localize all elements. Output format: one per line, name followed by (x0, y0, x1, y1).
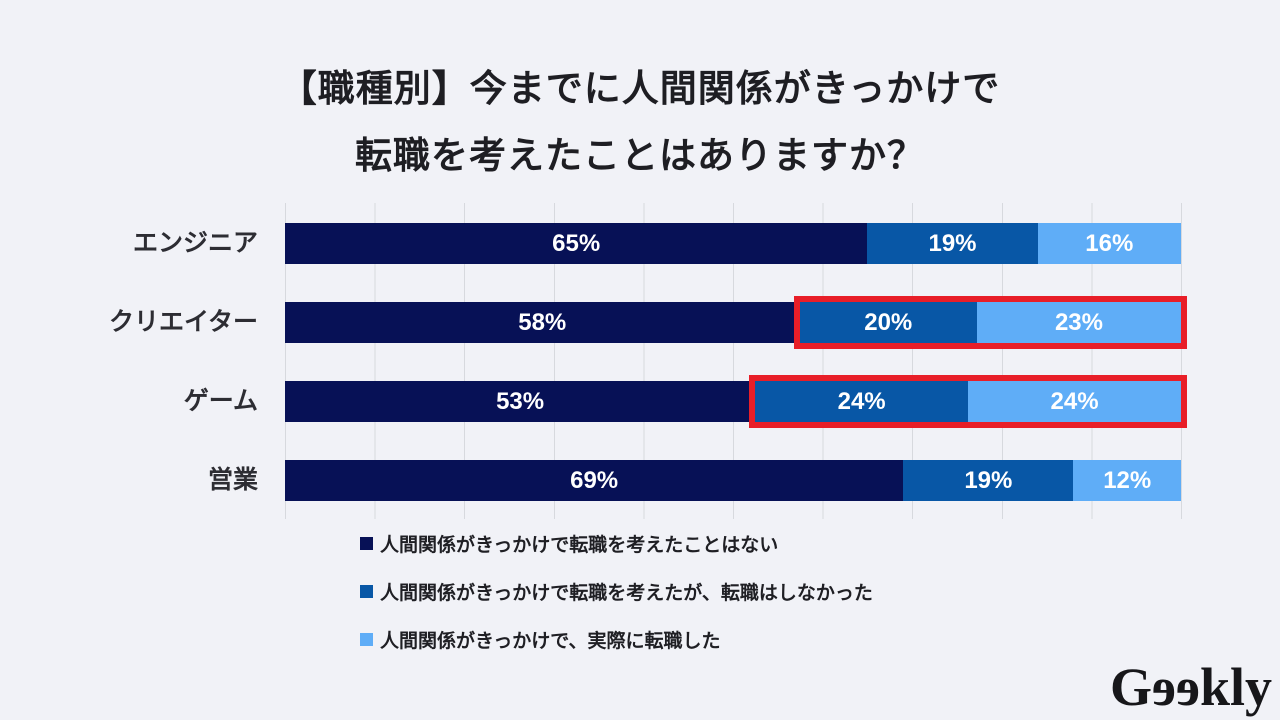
chart-title: 【職種別】今までに人間関係がきっかけで 転職を考えたことはありますか？ (0, 55, 1280, 189)
category-label: クリエイター (108, 308, 258, 336)
bar-row: ゲーム 53% 24% 24% (0, 375, 1187, 428)
chart-rows: エンジニア 65% 19% 16% クリエイター 58% 20% 23% ゲーム 53% 24% 24… (0, 203, 1187, 519)
category-label: ゲーム (183, 387, 258, 415)
bar-track: 65% 19% 16% (285, 223, 1181, 264)
bar-row: 営業 69% 19% 12% (0, 460, 1181, 501)
legend-label: 人間関係がきっかけで、実際に転職した (380, 631, 721, 652)
segment-value-label: 58% (518, 308, 567, 336)
segment-value-label: 19% (928, 229, 977, 257)
legend-item: 人間関係がきっかけで、実際に転職した (360, 627, 873, 652)
segment-value-label: 23% (1054, 308, 1103, 336)
bar-chart: エンジニア 65% 19% 16% クリエイター 58% 20% 23% ゲーム 53% 24% 24… (0, 203, 1187, 519)
bar-segment: 16% (1037, 223, 1181, 264)
segment-value-label: 20% (864, 308, 913, 336)
bar-segment: 20% (799, 302, 977, 343)
logo-letter-g: G (1110, 657, 1153, 717)
segment-value-label: 24% (1050, 387, 1099, 415)
segment-value-label: 16% (1085, 229, 1134, 257)
bar-segment: 58% (285, 302, 800, 343)
category-label: 営業 (207, 466, 258, 494)
segment-value-label: 65% (552, 229, 601, 257)
bar-segment: 24% (968, 381, 1181, 422)
chart-title-line1: 【職種別】今までに人間関係がきっかけで (279, 68, 1001, 109)
logo-letter-e-mirrored: e (1175, 657, 1200, 717)
legend-item: 人間関係がきっかけで転職を考えたが、転職はしなかった (360, 579, 873, 604)
bar-segment: 53% (285, 381, 756, 422)
legend-swatch (360, 585, 373, 598)
legend-label: 人間関係がきっかけで転職を考えたが、転職はしなかった (380, 583, 873, 604)
segment-value-label: 24% (837, 387, 886, 415)
bar-segment: 12% (1073, 460, 1181, 501)
bar-track: 58% 20% 23% (285, 296, 1187, 349)
category-label: エンジニア (132, 229, 258, 257)
bar-segment: 23% (976, 302, 1181, 343)
logo-letter-e-mirrored: e (1152, 657, 1176, 717)
segment-value-label: 19% (964, 466, 1013, 494)
logo-letters-kly: kly (1199, 657, 1272, 717)
segment-value-label: 53% (496, 387, 545, 415)
bar-segment: 19% (867, 223, 1038, 264)
segment-value-label: 69% (570, 466, 619, 494)
bar-track: 53% 24% 24% (285, 375, 1187, 428)
legend: 人間関係がきっかけで転職を考えたことはない人間関係がきっかけで転職を考えたが、転… (360, 531, 873, 675)
legend-label: 人間関係がきっかけで転職を考えたことはない (380, 535, 779, 556)
bar-row: エンジニア 65% 19% 16% (0, 223, 1181, 264)
bar-segment: 24% (755, 381, 969, 422)
bar-segment: 19% (903, 460, 1074, 501)
geekly-logo: Geekly (1110, 657, 1272, 717)
legend-item: 人間関係がきっかけで転職を考えたことはない (360, 531, 873, 556)
bar-track: 69% 19% 12% (285, 460, 1181, 501)
bar-row: クリエイター 58% 20% 23% (0, 296, 1187, 349)
bar-segment: 65% (285, 223, 868, 264)
bar-segment: 69% (285, 460, 904, 501)
segment-value-label: 12% (1103, 466, 1152, 494)
chart-title-line2: 転職を考えたことはありますか？ (355, 135, 925, 176)
legend-swatch (360, 537, 373, 550)
legend-swatch (360, 633, 373, 646)
